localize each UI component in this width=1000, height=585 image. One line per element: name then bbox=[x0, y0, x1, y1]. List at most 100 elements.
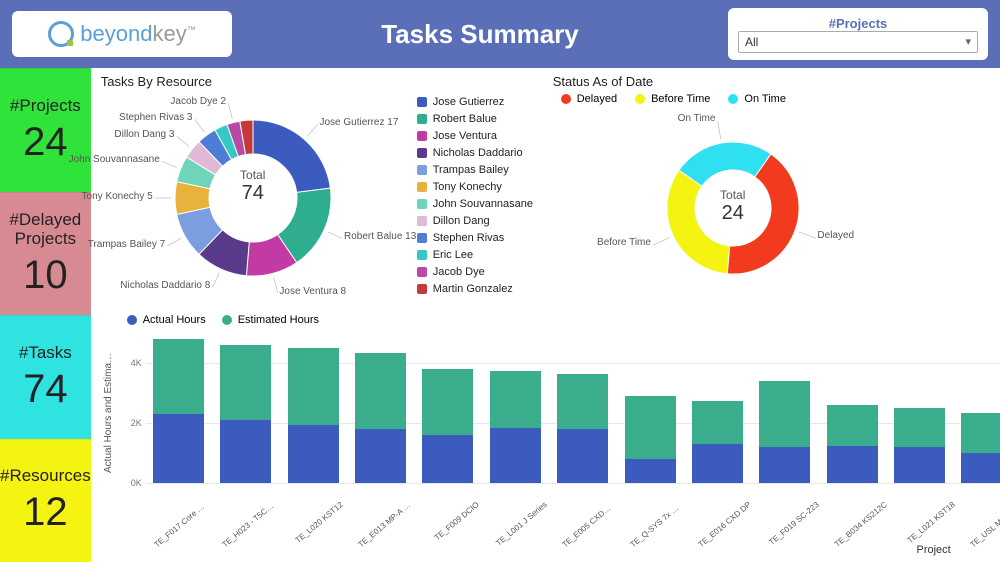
kpi-label: #Delayed Projects bbox=[0, 210, 91, 249]
legend-swatch bbox=[417, 148, 427, 158]
bar-segment-actual bbox=[220, 420, 271, 483]
status-donut[interactable] bbox=[553, 112, 883, 306]
donut-callout: Trampas Bailey 7 bbox=[88, 239, 165, 250]
legend-item[interactable]: Nicholas Daddario bbox=[417, 147, 547, 159]
legend-swatch bbox=[417, 131, 427, 141]
kpi-value: 74 bbox=[23, 367, 68, 412]
kpi-card[interactable]: #Tasks 74 bbox=[0, 315, 91, 439]
projects-filter-select[interactable]: All ▾ bbox=[738, 31, 978, 53]
x-axis-labels: TE_F017 Core 11…TE_H023 - T5C L…TE_L020 … bbox=[131, 492, 1000, 548]
legend-item[interactable]: Before Time bbox=[635, 93, 710, 105]
bar-column[interactable] bbox=[213, 333, 278, 483]
hours-bar-plot[interactable]: 0K2K4K bbox=[116, 333, 1000, 483]
bar-segment-actual bbox=[355, 429, 406, 483]
kpi-card[interactable]: #Projects24 bbox=[0, 68, 91, 192]
legend-item[interactable]: On Time bbox=[728, 93, 786, 105]
status-title: Status As of Date bbox=[553, 74, 1000, 89]
legend-swatch bbox=[417, 182, 427, 192]
donut-callout: Dillon Dang 3 bbox=[114, 129, 174, 140]
header-bar: beyondkey™ Tasks Summary #Projects All ▾ bbox=[0, 0, 1000, 68]
bar-column[interactable] bbox=[415, 333, 480, 483]
legend-label: Stephen Rivas bbox=[433, 232, 505, 244]
hours-bar-legend: Actual Hours Estimated Hours bbox=[127, 314, 1000, 331]
legend-swatch bbox=[417, 250, 427, 260]
bar-segment-actual bbox=[625, 459, 676, 483]
main-panel: Tasks By Resource Total 74 Jose Gutierre… bbox=[91, 68, 1000, 562]
legend-item[interactable]: Stephen Rivas bbox=[417, 232, 547, 244]
legend-label: Nicholas Daddario bbox=[433, 147, 523, 159]
legend-item[interactable]: Dillon Dang bbox=[417, 215, 547, 227]
legend-item[interactable]: Martin Gonzalez bbox=[417, 283, 547, 295]
legend-item[interactable]: Trampas Bailey bbox=[417, 164, 547, 176]
kpi-label: #Tasks bbox=[19, 343, 72, 363]
projects-filter: #Projects All ▾ bbox=[728, 8, 988, 60]
bar-column[interactable] bbox=[819, 333, 884, 483]
legend-item[interactable]: Jose Gutierrez bbox=[417, 96, 547, 108]
y-tick-label: 2K bbox=[118, 418, 142, 428]
bar-column[interactable] bbox=[752, 333, 817, 483]
status-chart: Status As of Date Delayed Before Time On T… bbox=[553, 74, 1000, 310]
bar-segment-estimated bbox=[355, 353, 406, 430]
x-tick-label: TE_USL Mfg Test… bbox=[968, 500, 1000, 585]
bar-segment-estimated bbox=[557, 374, 608, 430]
legend-item[interactable]: Jose Ventura bbox=[417, 130, 547, 142]
legend-swatch bbox=[417, 199, 427, 209]
kpi-card[interactable]: #Delayed Projects10 bbox=[0, 192, 91, 316]
bar-column[interactable] bbox=[617, 333, 682, 483]
bar-column[interactable] bbox=[348, 333, 413, 483]
y-axis-label: Actual Hours and Estima… bbox=[101, 333, 116, 492]
legend-label: John Souvannasane bbox=[433, 198, 533, 210]
donut-callout: On Time bbox=[678, 113, 716, 124]
kpi-column: #Projects24#Delayed Projects10 #Tasks 74 #R… bbox=[0, 68, 91, 562]
kpi-card[interactable]: #Resources 12 bbox=[0, 439, 91, 563]
donut-slice[interactable] bbox=[253, 120, 330, 192]
bar-segment-actual bbox=[759, 447, 810, 483]
legend-item[interactable]: Delayed bbox=[561, 93, 617, 105]
donut-callout: Jacob Dye 2 bbox=[170, 96, 226, 107]
y-tick-label: 4K bbox=[118, 358, 142, 368]
legend-label: Martin Gonzalez bbox=[433, 283, 513, 295]
chevron-down-icon: ▾ bbox=[965, 35, 971, 48]
legend-swatch bbox=[127, 315, 137, 325]
donut-callout: Delayed bbox=[817, 230, 854, 241]
legend-swatch bbox=[417, 233, 427, 243]
legend-label: Eric Lee bbox=[433, 249, 473, 261]
legend-item[interactable]: Estimated Hours bbox=[222, 314, 319, 326]
bar-column[interactable] bbox=[887, 333, 952, 483]
legend-item[interactable]: Actual Hours bbox=[127, 314, 206, 326]
donut-slice[interactable] bbox=[679, 142, 771, 186]
legend-item[interactable]: Eric Lee bbox=[417, 249, 547, 261]
legend-swatch bbox=[635, 94, 645, 104]
body: #Projects24#Delayed Projects10 #Tasks 74 #R… bbox=[0, 68, 1000, 562]
legend-item[interactable]: Tony Konechy bbox=[417, 181, 547, 193]
legend-item[interactable]: John Souvannasane bbox=[417, 198, 547, 210]
legend-swatch bbox=[417, 216, 427, 226]
kpi-value: 24 bbox=[23, 120, 68, 165]
bar-column[interactable] bbox=[685, 333, 750, 483]
donut-callout: John Souvannasane bbox=[69, 154, 160, 165]
bar-column[interactable] bbox=[954, 333, 1000, 483]
logo-icon bbox=[48, 21, 74, 47]
bar-segment-estimated bbox=[759, 381, 810, 447]
legend-item[interactable]: Jacob Dye bbox=[417, 266, 547, 278]
legend-label: Delayed bbox=[577, 93, 617, 105]
donut-slice[interactable] bbox=[667, 170, 730, 274]
bar-segment-estimated bbox=[894, 408, 945, 447]
bar-column[interactable] bbox=[483, 333, 548, 483]
bar-segment-actual bbox=[288, 425, 339, 484]
legend-item[interactable]: Robert Balue bbox=[417, 113, 547, 125]
bar-column[interactable] bbox=[550, 333, 615, 483]
bar-segment-estimated bbox=[625, 396, 676, 459]
bar-column[interactable] bbox=[280, 333, 345, 483]
kpi-label: #Resources bbox=[0, 466, 91, 486]
top-charts-row: Tasks By Resource Total 74 Jose Gutierre… bbox=[101, 74, 1000, 310]
bar-column[interactable] bbox=[146, 333, 211, 483]
donut-slice[interactable] bbox=[727, 154, 799, 274]
bar-segment-actual bbox=[827, 446, 878, 484]
kpi-value: 12 bbox=[23, 490, 68, 535]
legend-label: Jacob Dye bbox=[433, 266, 485, 278]
bar-segment-estimated bbox=[220, 345, 271, 420]
legend-swatch bbox=[417, 165, 427, 175]
legend-swatch bbox=[417, 284, 427, 294]
legend-label: Before Time bbox=[651, 93, 710, 105]
